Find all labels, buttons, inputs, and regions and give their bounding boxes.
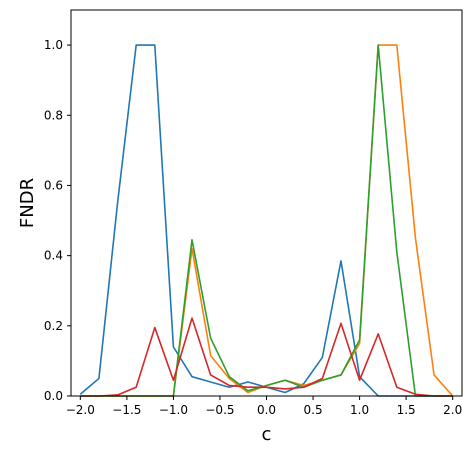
x-tick-label: −1.0 <box>159 403 188 417</box>
series-line-2 <box>80 44 454 397</box>
y-tick-label: 0.4 <box>44 249 63 263</box>
x-tick-label: 2.0 <box>443 403 462 417</box>
series-layer <box>79 44 454 397</box>
series-line-1 <box>79 44 453 397</box>
y-tick-label: 0.0 <box>44 389 63 403</box>
x-tick-label: 0.0 <box>257 403 276 417</box>
series-line-4 <box>80 317 453 397</box>
series-line-3 <box>80 44 453 397</box>
x-tick-label: 1.5 <box>397 403 416 417</box>
x-tick-label: 0.5 <box>304 403 323 417</box>
y-tick-label: 0.2 <box>44 319 63 333</box>
x-tick-label: −2.0 <box>66 403 95 417</box>
axes-frame <box>70 9 463 397</box>
y-tick-label: 0.6 <box>44 178 63 192</box>
y-tick-label: 0.8 <box>44 108 63 122</box>
y-axis-ticks: 0.0 0.2 0.4 0.6 0.8 1.0 <box>44 38 71 403</box>
y-tick-label: 1.0 <box>44 38 63 52</box>
x-tick-label: −0.5 <box>205 403 234 417</box>
y-axis-label: FNDR <box>17 178 38 228</box>
x-tick-label: 1.0 <box>350 403 369 417</box>
x-axis-ticks: −2.0 −1.5 −1.0 −0.5 0.0 0.5 1.0 1.5 2.0 <box>66 396 462 417</box>
x-axis-label: c <box>262 424 272 445</box>
x-tick-label: −1.5 <box>112 403 141 417</box>
